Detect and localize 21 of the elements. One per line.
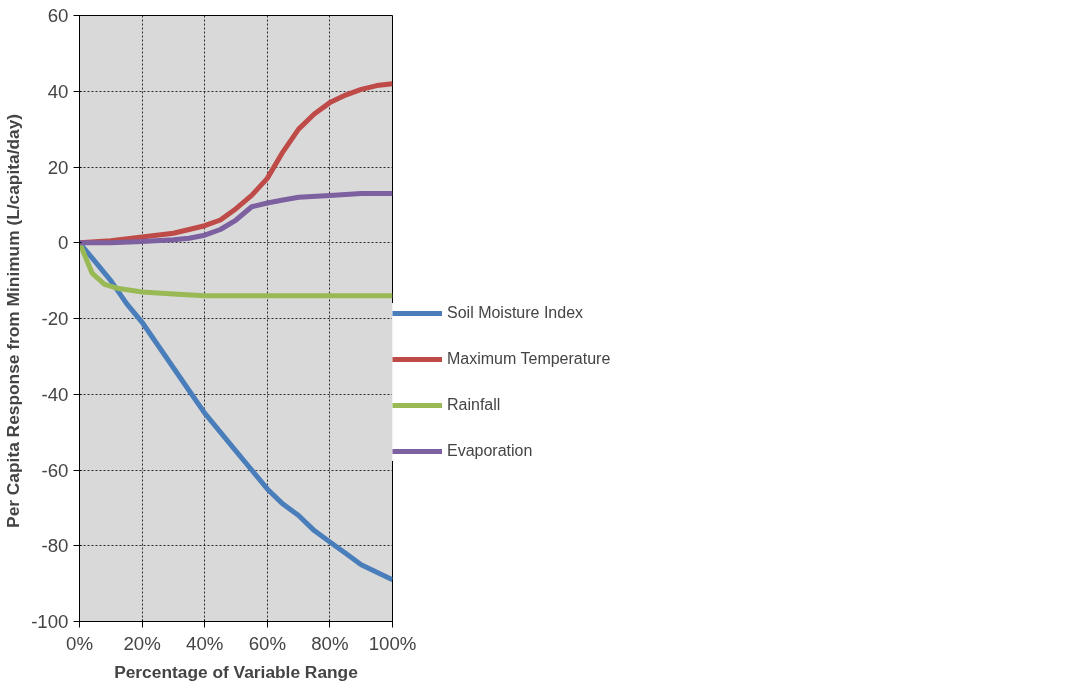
- y-tick-label: -80: [41, 535, 69, 557]
- y-tick-label: 40: [47, 80, 69, 102]
- y-axis-title: Per Capita Response from Minimum (L/capita/day): [3, 113, 24, 528]
- x-tick-label: 20%: [123, 632, 161, 654]
- x-tick-label: 40%: [186, 632, 224, 654]
- y-tick-label: 20: [47, 156, 69, 178]
- y-tick-label: -60: [41, 459, 69, 481]
- legend-label: Maximum Temperature: [447, 350, 611, 368]
- y-tick-label: -20: [41, 308, 69, 329]
- legend-label: Evaporation: [447, 442, 533, 460]
- x-tick-label: 100%: [368, 632, 417, 654]
- x-tick-label: 80%: [311, 632, 349, 654]
- x-tick-label: 0%: [66, 632, 93, 654]
- y-tick-label: 0: [58, 232, 69, 254]
- x-axis-title: Percentage of Variable Range: [114, 661, 359, 682]
- y-tick-label: -100: [31, 611, 69, 632]
- legend-label: Rainfall: [447, 396, 501, 414]
- y-tick-label: -40: [41, 383, 69, 405]
- y-tick-label: 60: [47, 5, 69, 26]
- x-tick-label: 60%: [248, 632, 286, 654]
- legend-label: Soil Moisture Index: [447, 304, 584, 322]
